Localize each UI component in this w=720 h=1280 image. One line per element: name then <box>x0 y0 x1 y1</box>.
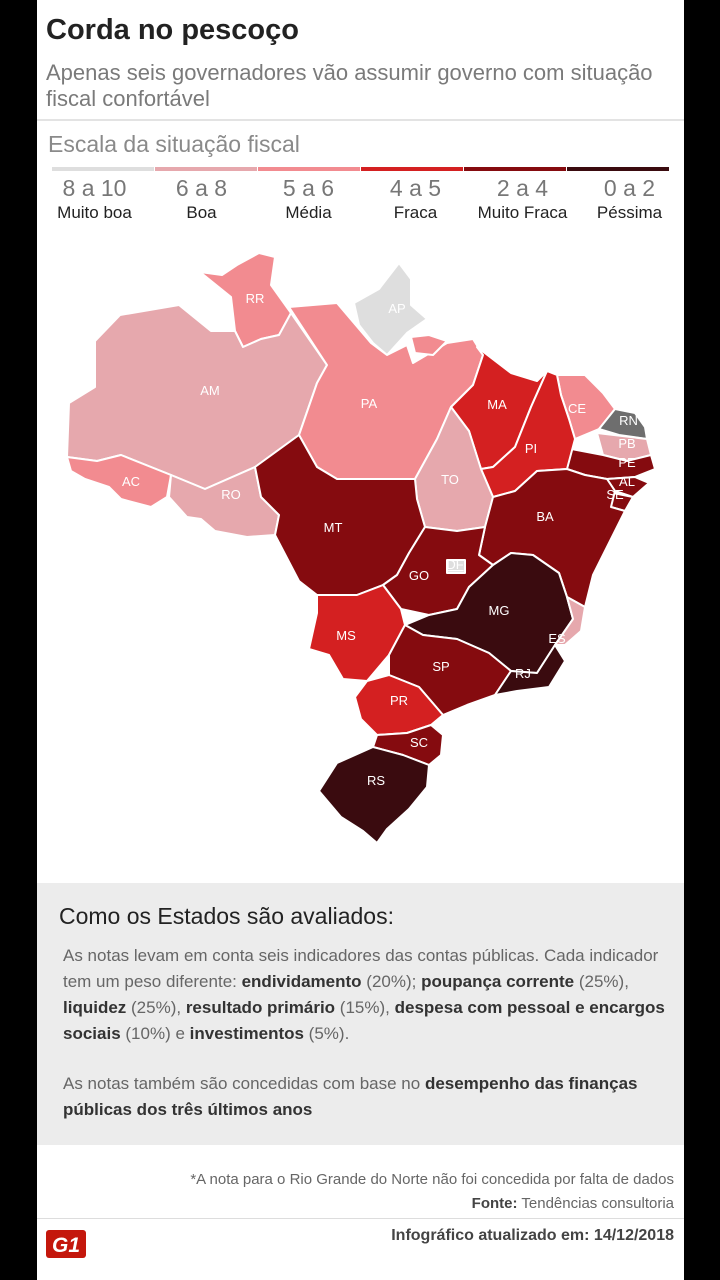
g1-logo: G1 <box>46 1230 86 1258</box>
source-name: Tendências consultoria <box>521 1195 674 1212</box>
state-label-go: GO <box>409 568 429 583</box>
g1-logo-text: G1 <box>52 1234 80 1257</box>
updated-label: Infográfico atualizado em: <box>391 1227 590 1244</box>
state-label-mg: MG <box>489 603 510 618</box>
state-rj <box>494 644 566 696</box>
state-label-pa: PA <box>361 396 378 411</box>
scale-bar-1 <box>155 167 257 171</box>
scale-label-1: Boa <box>186 203 217 222</box>
scale-bar-4 <box>464 167 566 171</box>
state-rs <box>318 746 430 844</box>
indicator-weight-2: (25%), <box>126 998 186 1017</box>
infographic-card: Corda no pescoço Apenas seis governadore… <box>37 0 684 1280</box>
source-label: Fonte: <box>471 1195 518 1212</box>
state-df <box>446 559 466 574</box>
state-label-sc: SC <box>410 735 428 750</box>
state-label-al: AL <box>619 474 635 489</box>
scale-title: Escala da situação fiscal <box>48 131 300 157</box>
scale-label-2: Média <box>285 203 332 222</box>
state-label-to: TO <box>441 472 459 487</box>
indicator-weight-1: (25%), <box>574 972 629 991</box>
source-credit: Fonte: Tendências consultoria <box>472 1195 674 1212</box>
scale-bar-5 <box>567 167 669 171</box>
state-label-pb: PB <box>618 436 635 451</box>
scale-range-4: 2 a 4 <box>496 175 549 201</box>
scale-bar-0 <box>52 167 154 171</box>
state-label-ce: CE <box>568 401 586 416</box>
scale-bar-3 <box>361 167 463 171</box>
page-title: Corda no pescoço <box>46 14 299 46</box>
indicator-weight-0: (20%); <box>361 972 422 991</box>
state-label-rr: RR <box>246 291 265 306</box>
indicator-weight-4: (10%) e <box>120 1024 190 1043</box>
indicator-name-3: resultado primário <box>185 998 336 1017</box>
indicator-name-4: despesa com pessoal e encargos sociais <box>63 998 665 1043</box>
state-label-ma: MA <box>487 397 507 412</box>
state-sp <box>388 624 512 716</box>
state-label-ms: MS <box>336 628 356 643</box>
indicator-name-2: liquidez <box>63 998 127 1017</box>
state-label-rs: RS <box>367 773 385 788</box>
state-ro <box>168 466 280 538</box>
page-subtitle: Apenas seis governadores vão assumir gov… <box>46 60 653 111</box>
info-paragraph-performance: As notas também são concedidas com base … <box>63 1071 673 1123</box>
island-marajo <box>410 334 448 356</box>
scale-range-3: 4 a 5 <box>389 175 442 201</box>
state-label-am: AM <box>200 383 220 398</box>
indicator-name-0: endividamento <box>241 972 362 991</box>
indicator-weight-3: (15%), <box>335 998 395 1017</box>
state-ms <box>308 584 406 682</box>
rn-footnote: *A nota para o Rio Grande do Norte não f… <box>190 1171 674 1188</box>
state-label-ac: AC <box>122 474 140 489</box>
state-label-pr: PR <box>390 693 408 708</box>
scale-range-0: 8 a 10 <box>62 175 127 201</box>
indicator-name-1: poupança corrente <box>421 972 575 991</box>
indicator-weight-5: (5%). <box>303 1024 350 1043</box>
state-label-ba: BA <box>536 509 554 524</box>
state-label-mt: MT <box>324 520 343 535</box>
state-ap <box>353 262 428 356</box>
state-label-sp: SP <box>432 659 449 674</box>
state-ac <box>66 454 172 508</box>
info-paragraph-indicators: As notas levam em conta seis indicadores… <box>63 943 673 1047</box>
state-label-es: ES <box>548 631 566 646</box>
state-label-pe: PE <box>618 455 636 470</box>
scale-label-3: Fraca <box>393 203 438 222</box>
state-label-rj: RJ <box>515 666 531 681</box>
scale-range-1: 6 a 8 <box>175 175 228 201</box>
state-label-ap: AP <box>388 301 405 316</box>
scale-label-5: Péssima <box>596 203 663 222</box>
state-label-rn: RN* <box>619 413 643 428</box>
updated-date: Infográfico atualizado em: 14/12/2018 <box>391 1227 674 1245</box>
state-label-ro: RO <box>221 487 241 502</box>
info-performance-bold: desempenho das finanças públicas dos trê… <box>63 1074 638 1119</box>
footer-divider <box>37 1218 684 1219</box>
info-title: Como os Estados são avaliados: <box>59 903 394 929</box>
info-intro: As notas levam em conta seis indicadores… <box>63 946 659 991</box>
scale-label-0: Muito boa <box>57 203 132 222</box>
scale-range-5: 0 a 2 <box>603 175 656 201</box>
info-performance-text: As notas também são concedidas com base … <box>63 1074 421 1093</box>
state-label-se: SE <box>606 487 624 502</box>
scale-label-4: Muito Fraca <box>477 203 568 222</box>
state-label-df: DF <box>446 557 463 572</box>
state-es <box>554 596 586 646</box>
indicator-name-5: investimentos <box>189 1024 304 1043</box>
scale-bar-2 <box>258 167 360 171</box>
header-divider <box>37 119 684 121</box>
updated-value: 14/12/2018 <box>593 1227 674 1244</box>
scale-range-2: 5 a 6 <box>282 175 335 201</box>
state-label-pi: PI <box>525 441 537 456</box>
evaluation-info-box: Como os Estados são avaliados: As notas … <box>37 883 684 1145</box>
